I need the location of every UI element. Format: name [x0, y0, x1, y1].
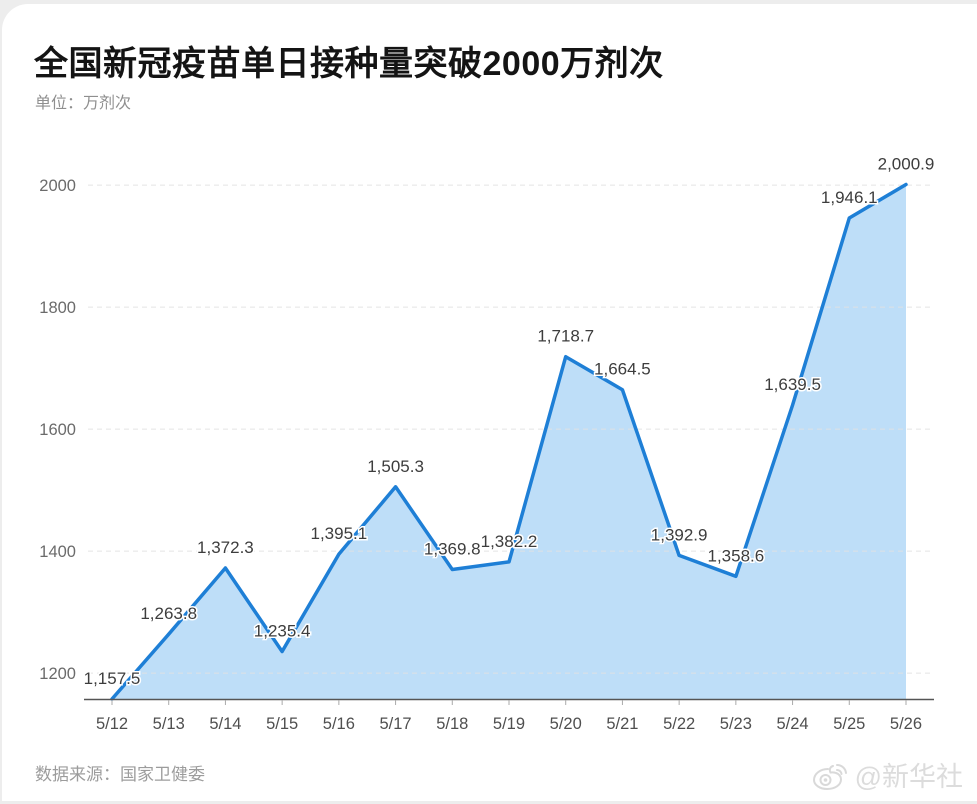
y-tick-label: 2000 [39, 177, 76, 195]
data-label: 1,235.4 [254, 621, 311, 640]
weibo-icon [812, 763, 847, 790]
y-tick-label: 1400 [39, 543, 76, 561]
data-label: 1,157.5 [84, 669, 141, 688]
chart-title: 全国新冠疫苗单日接种量突破2000万剂次 [34, 45, 664, 83]
data-label: 1,946.1 [821, 188, 878, 207]
x-tick-label: 5/21 [606, 715, 638, 733]
watermark-text: @新华社 [854, 762, 963, 792]
x-tick-label: 5/22 [663, 715, 695, 733]
data-label: 1,372.3 [197, 538, 254, 557]
x-tick-label: 5/24 [777, 715, 809, 733]
x-tick-label: 5/20 [550, 715, 582, 733]
x-tick-label: 5/16 [323, 715, 355, 733]
x-tick-label: 5/25 [833, 715, 865, 733]
x-tick-label: 5/13 [153, 715, 185, 733]
data-source-note: 数据来源：国家卫健委 [35, 765, 205, 784]
data-label: 2,000.9 [878, 155, 935, 174]
data-label: 1,392.9 [651, 525, 708, 544]
chart-unit-label: 单位：万剂次 [35, 95, 132, 112]
x-tick-label: 5/19 [493, 715, 525, 733]
series-line [110, 182, 908, 701]
x-tick-label: 5/15 [266, 715, 298, 733]
x-tick-label: 5/26 [890, 715, 922, 733]
y-tick-label: 1600 [39, 421, 76, 439]
data-label: 1,382.2 [481, 532, 538, 551]
data-label: 1,639.5 [764, 375, 821, 394]
data-label: 1,505.3 [367, 457, 424, 476]
data-label: 1,664.5 [594, 360, 651, 379]
y-tick-label: 1800 [39, 299, 76, 317]
series-area [112, 184, 906, 699]
x-tick-label: 5/17 [380, 715, 412, 733]
watermark: @新华社 [812, 755, 963, 794]
data-label: 1,358.6 [707, 546, 764, 565]
y-tick-label: 1200 [39, 665, 76, 683]
x-tick-label: 5/18 [436, 715, 468, 733]
data-label: 1,369.8 [424, 539, 481, 558]
x-tick-label: 5/12 [96, 715, 128, 733]
x-tick-label: 5/23 [720, 715, 752, 733]
x-tick-label: 5/14 [209, 715, 241, 733]
data-label: 1,718.7 [537, 327, 594, 346]
data-label: 1,263.8 [140, 604, 197, 623]
data-label: 1,395.1 [310, 524, 367, 543]
